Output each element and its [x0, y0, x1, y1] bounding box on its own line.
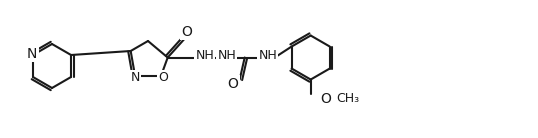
Text: O: O [227, 77, 238, 91]
Text: O: O [158, 71, 168, 84]
Text: O: O [321, 91, 331, 106]
Text: N: N [130, 71, 140, 84]
Text: CH₃: CH₃ [337, 92, 360, 105]
Text: NH: NH [217, 49, 236, 62]
Text: NH: NH [195, 49, 214, 62]
Text: O: O [181, 25, 192, 39]
Text: NH: NH [258, 49, 277, 62]
Text: N: N [27, 47, 37, 61]
